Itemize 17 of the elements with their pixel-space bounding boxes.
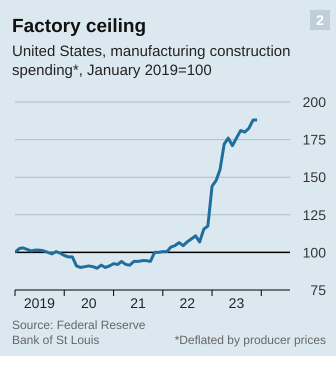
chart-subtitle: United States, manufacturing construction spending*, January 2019=100 bbox=[12, 42, 292, 80]
y-tick-label: 150 bbox=[302, 169, 326, 186]
line-series bbox=[15, 118, 259, 270]
chart-title: Factory ceiling bbox=[12, 16, 146, 38]
text: 2 bbox=[310, 10, 330, 30]
x-tick-label: 22 bbox=[179, 295, 196, 311]
y-tick-label: 175 bbox=[302, 132, 326, 148]
x-tick-label: 23 bbox=[228, 295, 244, 311]
text: *Deflated by producer prices bbox=[174, 333, 326, 348]
x-tick-label: 2019 bbox=[24, 295, 56, 311]
source-note: Source: Federal Reserve Bank of St Louis bbox=[12, 318, 146, 348]
y-tick-label: 75 bbox=[310, 282, 326, 298]
y-tick-label: 200 bbox=[302, 94, 326, 110]
x-tick-label: 20 bbox=[80, 295, 97, 311]
y-tick-label: 100 bbox=[302, 244, 326, 260]
x-tick-label: 21 bbox=[130, 295, 146, 311]
y-tick-label: 125 bbox=[302, 206, 326, 223]
